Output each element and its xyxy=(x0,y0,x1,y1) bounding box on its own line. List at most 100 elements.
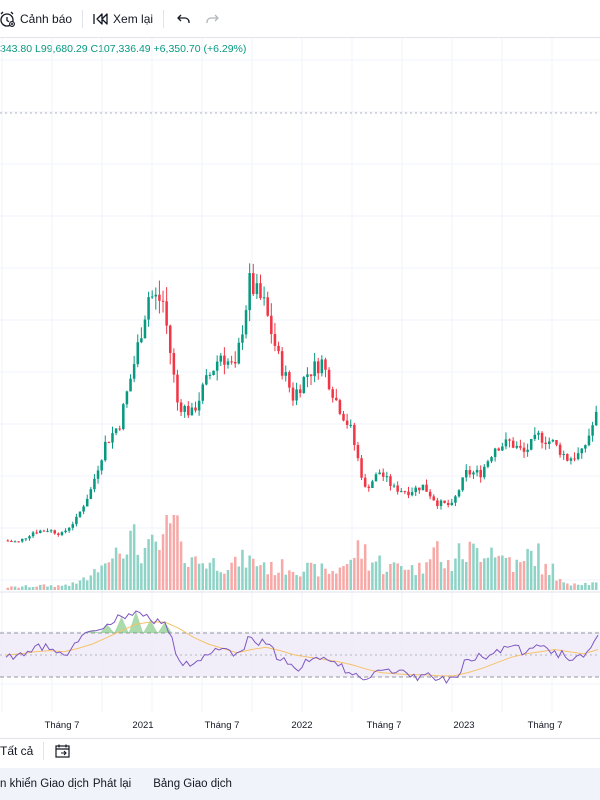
date-tick-label: 2021 xyxy=(132,720,154,731)
volume-bar xyxy=(501,555,504,590)
redo-icon[interactable] xyxy=(204,12,220,26)
volume-bar xyxy=(544,563,547,590)
candle-body xyxy=(309,374,313,377)
candle-body xyxy=(436,500,439,507)
volume-bar xyxy=(403,569,407,590)
candle-body xyxy=(93,478,96,490)
chart-grid xyxy=(0,38,600,712)
candle-body xyxy=(158,294,161,301)
volume-bar xyxy=(104,563,107,590)
volume-bar xyxy=(573,583,576,590)
candle-body xyxy=(179,402,183,412)
candle-body xyxy=(410,492,414,496)
volume-bar xyxy=(472,543,475,590)
candle-body xyxy=(490,457,493,462)
candle-body xyxy=(349,424,352,426)
volume-bar xyxy=(511,571,515,590)
candle-body xyxy=(594,411,598,426)
volume-bar xyxy=(75,583,78,590)
volume-bars xyxy=(6,515,598,590)
price-chart[interactable] xyxy=(0,0,600,712)
candle-body xyxy=(479,469,482,478)
volume-bar xyxy=(515,559,519,590)
tab-trading-table[interactable]: Bảng Giao dịch xyxy=(153,778,232,790)
candle-body xyxy=(67,527,71,531)
candle-body xyxy=(71,524,75,528)
volume-bar xyxy=(31,587,35,590)
undo-icon[interactable] xyxy=(176,12,192,26)
volume-bar xyxy=(136,554,140,590)
volume-bar xyxy=(551,563,555,590)
volume-bar xyxy=(349,559,352,590)
candle-body xyxy=(396,485,399,492)
volume-bar xyxy=(13,586,17,590)
candle-body xyxy=(371,481,374,488)
volume-bar xyxy=(122,558,125,590)
ohlc-legend: 343.80 L99,680.29 C107,336.49 +6,350.70 … xyxy=(0,43,247,55)
volume-bar xyxy=(230,562,233,590)
volume-bar xyxy=(237,566,241,590)
candle-body xyxy=(85,498,89,507)
volume-bar xyxy=(389,563,392,590)
volume-bar xyxy=(367,570,371,590)
candle-body xyxy=(107,441,111,443)
candle-body xyxy=(533,434,537,439)
volume-bar xyxy=(223,573,226,590)
candle-body xyxy=(143,319,147,339)
volume-bar xyxy=(183,563,186,590)
volume-bar xyxy=(288,570,291,590)
candle-body xyxy=(374,474,378,482)
candle-body xyxy=(46,530,49,532)
candle-body xyxy=(125,391,129,405)
volume-bar xyxy=(42,584,46,590)
alert-button[interactable]: Cảnh báo xyxy=(0,10,72,28)
volume-bar xyxy=(179,541,183,590)
candle-body xyxy=(78,511,82,517)
range-bar: Tất cả xyxy=(0,738,600,762)
volume-bar xyxy=(381,574,385,590)
candle-body xyxy=(284,372,288,376)
volume-bar xyxy=(522,561,526,590)
candle-body xyxy=(407,491,410,496)
volume-bar xyxy=(490,547,493,590)
volume-bar xyxy=(548,574,551,590)
volume-bar xyxy=(64,584,67,590)
range-all-button[interactable]: Tất cả xyxy=(0,743,34,758)
candle-body xyxy=(208,374,212,376)
volume-bar xyxy=(57,585,60,590)
candle-body xyxy=(472,472,475,475)
volume-bar xyxy=(475,548,479,590)
candle-body xyxy=(118,428,121,430)
candle-body xyxy=(49,530,53,532)
candle-body xyxy=(544,442,547,445)
volume-bar xyxy=(78,580,82,590)
volume-bar xyxy=(295,575,298,590)
candle-body xyxy=(259,283,262,299)
candle-body xyxy=(280,351,284,376)
replay-button[interactable]: Xem lại xyxy=(93,12,153,26)
tab-trading-panel[interactable]: n khiển Giao dịch xyxy=(0,778,89,790)
candle-body xyxy=(306,374,309,378)
candle-body xyxy=(461,477,464,491)
range-divider xyxy=(43,741,45,760)
candle-body xyxy=(450,502,454,506)
volume-bar xyxy=(215,570,219,590)
volume-bar xyxy=(454,558,457,590)
tab-replay[interactable]: Phát lại xyxy=(92,778,132,790)
candle-body xyxy=(320,359,324,374)
volume-bar xyxy=(580,585,584,590)
candle-body xyxy=(501,446,504,451)
candle-body xyxy=(147,297,150,320)
volume-bar xyxy=(504,557,508,590)
candle-body xyxy=(591,425,594,436)
candle-body xyxy=(353,424,356,445)
candle-body xyxy=(392,485,396,487)
volume-bar xyxy=(555,580,558,590)
volume-bar xyxy=(197,563,201,590)
candle-body xyxy=(255,283,259,295)
candle-body xyxy=(522,447,526,452)
candle-body xyxy=(363,477,367,487)
calendar-goto-icon[interactable] xyxy=(54,743,72,759)
volume-bar xyxy=(566,583,569,590)
candle-body xyxy=(82,506,85,512)
